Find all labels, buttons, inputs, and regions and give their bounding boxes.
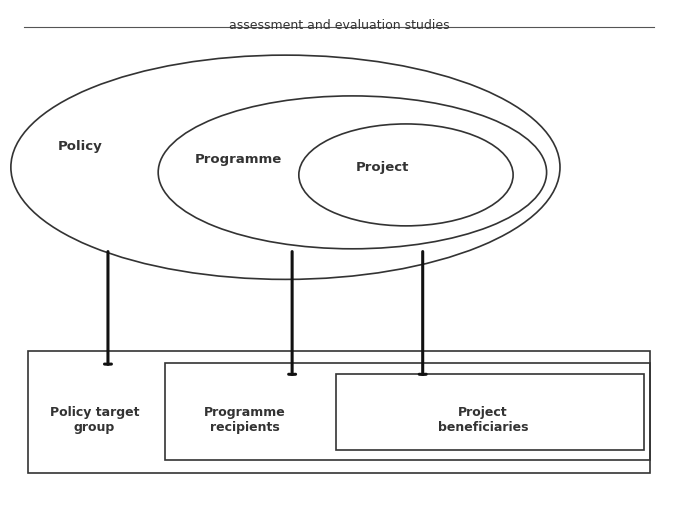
Text: Policy: Policy <box>58 140 102 153</box>
Text: Project: Project <box>356 161 409 174</box>
Text: assessment and evaluation studies: assessment and evaluation studies <box>228 20 450 33</box>
Text: Policy target
group: Policy target group <box>49 406 139 434</box>
Text: Project
beneficiaries: Project beneficiaries <box>438 406 528 434</box>
Text: Programme: Programme <box>195 153 282 166</box>
Text: Programme
recipients: Programme recipients <box>204 406 286 434</box>
